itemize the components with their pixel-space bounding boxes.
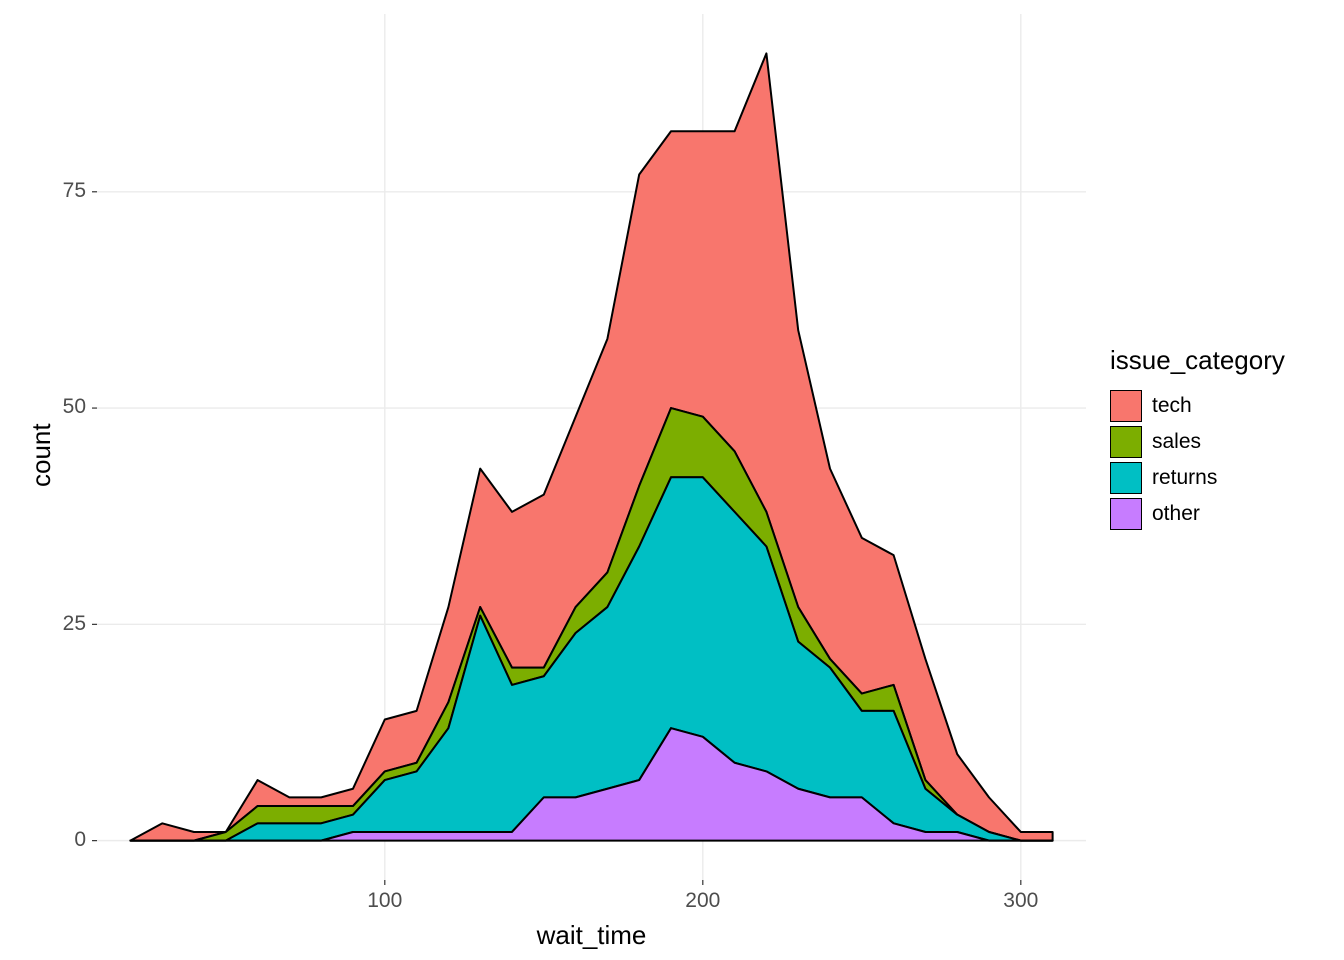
legend-item-returns: returns [1110,462,1285,494]
legend-label-sales: sales [1152,430,1201,454]
legend-label-returns: returns [1152,466,1217,490]
legend-swatch-tech [1110,390,1142,422]
x-tick-label: 200 [673,889,733,913]
legend-swatch-other [1110,498,1142,530]
y-tick-label: 25 [63,612,86,636]
x-tick-label: 100 [355,889,415,913]
legend-swatch-sales [1110,426,1142,458]
y-axis-title: count [26,423,57,487]
legend: issue_category tech sales returns other [1110,345,1285,534]
legend-label-other: other [1152,502,1200,526]
x-axis-title: wait_time [522,920,662,951]
legend-label-tech: tech [1152,394,1192,418]
legend-swatch-returns [1110,462,1142,494]
legend-title: issue_category [1110,345,1285,376]
chart-container: wait_time count issue_category tech sales… [0,0,1344,960]
y-tick-label: 75 [63,179,86,203]
legend-item-tech: tech [1110,390,1285,422]
legend-item-sales: sales [1110,426,1285,458]
x-tick-label: 300 [991,889,1051,913]
y-tick-label: 0 [74,828,86,852]
y-tick-label: 50 [63,395,86,419]
legend-item-other: other [1110,498,1285,530]
